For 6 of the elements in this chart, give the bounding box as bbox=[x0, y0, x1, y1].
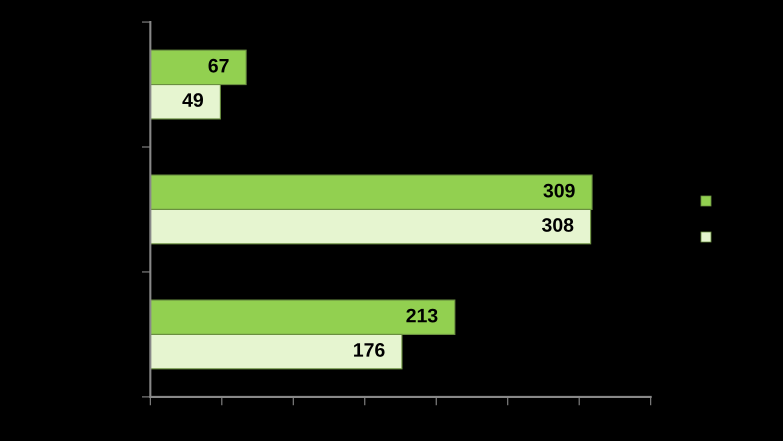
data-label: 67 bbox=[208, 58, 229, 73]
data-label: 213 bbox=[406, 308, 438, 322]
data-label: 176 bbox=[354, 343, 385, 357]
data-label: 308 bbox=[542, 218, 574, 232]
data-label: 49 bbox=[182, 93, 203, 107]
data-label: 309 bbox=[543, 184, 575, 198]
